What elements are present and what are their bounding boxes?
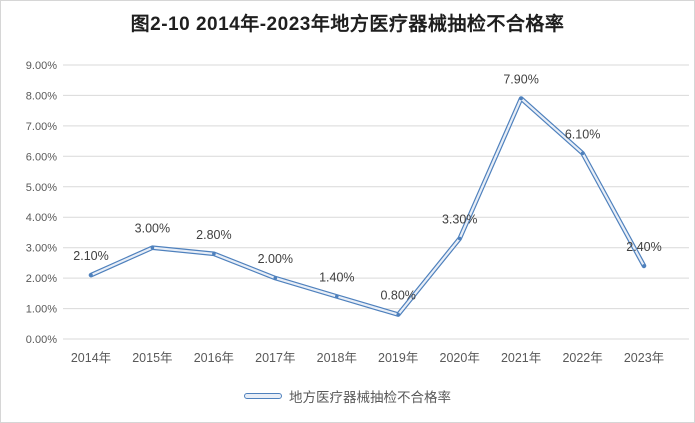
data-point-marker [642,264,646,268]
series-line-outer [88,96,647,317]
data-point-marker [457,236,462,241]
data-label: 2.10% [73,249,108,263]
data-label: 7.90% [503,73,538,87]
data-label: 6.10% [565,127,600,141]
data-label: 2.80% [196,228,231,242]
x-axis-label: 2019年 [378,351,418,365]
data-point-marker [273,276,278,280]
data-point-marker [519,96,523,101]
data-point-marker [396,312,401,317]
x-axis-label: 2015年 [132,351,172,365]
x-axis-label: 2014年 [71,351,111,365]
data-label: 2.00% [258,252,293,266]
y-tick-label: 1.00% [26,304,57,316]
data-point-marker [580,151,585,156]
x-axis-label: 2017年 [255,351,295,365]
y-tick-label: 8.00% [26,90,57,102]
data-label: 3.00% [135,222,170,236]
data-label: 2.40% [626,240,661,254]
x-axis-label: 2023年 [624,351,664,365]
x-axis-label: 2016年 [194,351,234,365]
data-point-marker [150,245,155,250]
legend-series-label: 地方医疗器械抽检不合格率 [289,390,451,405]
x-axis-label: 2022年 [562,351,602,365]
y-tick-label: 2.00% [26,273,57,285]
data-label: 1.40% [319,270,354,284]
x-axis-label: 2021年 [501,351,541,365]
series-line-inner [89,97,646,316]
data-label: 0.80% [380,289,415,303]
x-axis-label: 2020年 [440,351,480,365]
y-tick-label: 0.00% [26,334,57,346]
y-tick-label: 6.00% [26,151,57,163]
y-tick-label: 9.00% [26,60,57,72]
legend: 地方医疗器械抽检不合格率 [1,385,694,407]
y-tick-label: 5.00% [26,182,57,194]
y-tick-label: 4.00% [26,212,57,224]
data-point-marker [89,273,93,277]
y-tick-label: 7.00% [26,121,57,133]
data-label: 3.30% [442,213,477,227]
legend-line-icon [244,393,282,399]
data-point-marker [212,252,216,256]
x-axis-label: 2018年 [317,351,357,365]
y-tick-label: 3.00% [26,243,57,255]
chart-title: 图2-10 2014年-2023年地方医疗器械抽检不合格率 [130,14,565,35]
data-point-marker [335,294,339,299]
